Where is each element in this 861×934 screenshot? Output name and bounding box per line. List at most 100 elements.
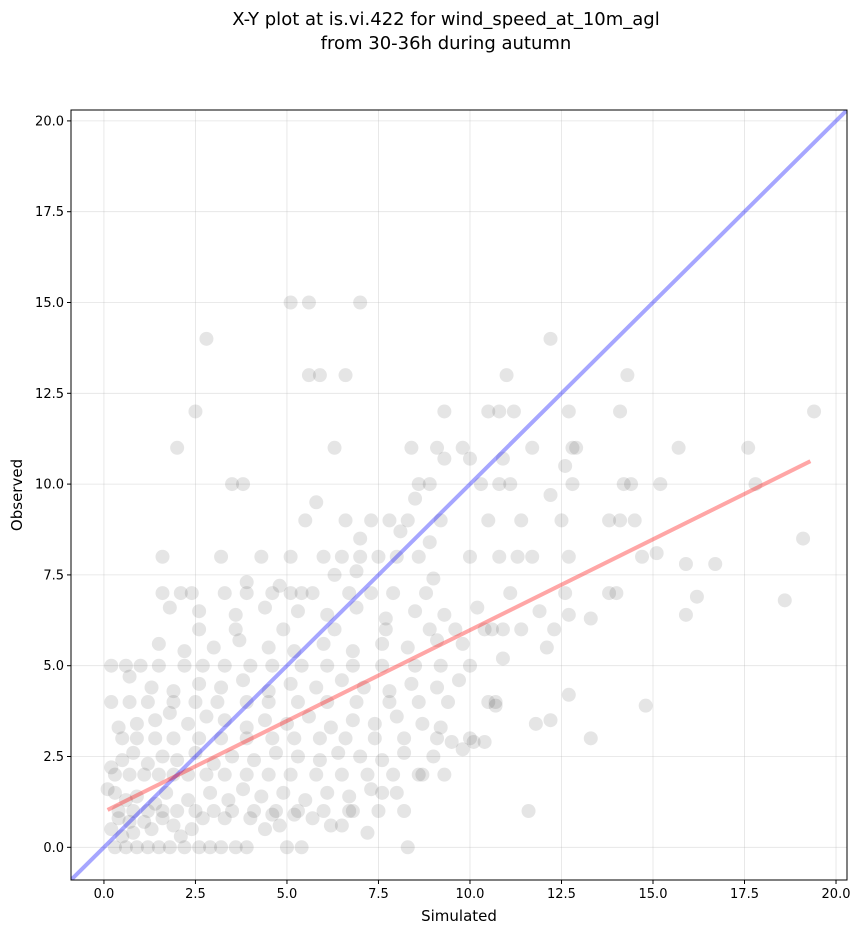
data-point — [261, 640, 276, 655]
data-point — [415, 716, 430, 731]
data-point — [290, 604, 305, 619]
data-point — [514, 513, 529, 528]
data-point — [488, 698, 503, 713]
data-point — [364, 513, 379, 528]
data-point — [261, 695, 276, 710]
data-point — [195, 658, 210, 673]
y-tick-label: 0.0 — [43, 841, 64, 856]
data-point — [192, 604, 207, 619]
data-point — [543, 713, 558, 728]
data-point — [232, 633, 247, 648]
data-point — [133, 658, 148, 673]
data-point — [375, 753, 390, 768]
data-point — [107, 767, 122, 782]
data-point — [404, 676, 419, 691]
data-point — [510, 549, 525, 564]
data-point — [488, 695, 503, 710]
x-axis-label: Simulated — [421, 907, 497, 925]
data-point — [203, 840, 218, 855]
data-point — [126, 825, 141, 840]
data-point — [192, 622, 207, 637]
data-point — [137, 767, 152, 782]
data-point — [199, 331, 214, 346]
data-point — [320, 785, 335, 800]
data-point — [583, 731, 598, 746]
data-point — [503, 586, 518, 601]
data-point — [272, 578, 287, 593]
data-point — [462, 549, 477, 564]
data-point — [115, 753, 130, 768]
data-point — [393, 524, 408, 539]
data-point — [144, 822, 159, 837]
data-point — [543, 331, 558, 346]
data-point — [309, 495, 324, 510]
regression-line — [106, 459, 812, 812]
data-point — [561, 607, 576, 622]
data-point — [316, 636, 331, 651]
data-point — [206, 640, 221, 655]
data-point — [386, 767, 401, 782]
data-point — [430, 680, 445, 695]
data-point — [129, 731, 144, 746]
data-point — [627, 513, 642, 528]
data-point — [312, 753, 327, 768]
data-point — [422, 535, 437, 550]
data-point — [470, 600, 485, 615]
data-point — [433, 658, 448, 673]
data-point — [525, 549, 540, 564]
data-point — [151, 767, 166, 782]
data-point — [426, 749, 441, 764]
data-point — [107, 840, 122, 855]
data-point — [382, 513, 397, 528]
data-point — [635, 549, 650, 564]
data-point — [649, 546, 664, 561]
data-point — [265, 731, 280, 746]
data-point — [360, 825, 375, 840]
data-point — [206, 803, 221, 818]
data-point — [345, 658, 360, 673]
data-point — [188, 404, 203, 419]
data-point — [462, 658, 477, 673]
data-point — [671, 440, 686, 455]
y-tick-label: 5.0 — [43, 659, 64, 674]
data-point — [268, 803, 283, 818]
data-point — [239, 840, 254, 855]
x-tick-label: 20.0 — [822, 887, 851, 902]
data-point — [155, 549, 170, 564]
data-point — [115, 731, 130, 746]
data-point — [320, 607, 335, 622]
data-point — [323, 720, 338, 735]
data-point — [609, 586, 624, 601]
data-point — [294, 840, 309, 855]
data-point — [283, 295, 298, 310]
data-point — [214, 549, 229, 564]
data-point — [104, 658, 119, 673]
data-point — [239, 767, 254, 782]
data-point — [708, 557, 723, 572]
data-point — [561, 404, 576, 419]
data-point — [741, 440, 756, 455]
data-point — [140, 756, 155, 771]
data-point — [151, 636, 166, 651]
data-point — [356, 680, 371, 695]
data-point — [279, 716, 294, 731]
data-point — [389, 709, 404, 724]
data-point — [378, 622, 393, 637]
data-point — [140, 840, 155, 855]
data-points — [100, 295, 822, 855]
y-tick-label: 2.5 — [43, 750, 64, 765]
data-point — [276, 622, 291, 637]
data-point — [514, 622, 529, 637]
x-tick-label: 17.5 — [730, 887, 759, 902]
data-point — [602, 586, 617, 601]
data-point — [528, 716, 543, 731]
data-point — [437, 404, 452, 419]
data-point — [111, 811, 126, 826]
data-point — [561, 687, 576, 702]
data-point — [184, 822, 199, 837]
data-point — [397, 803, 412, 818]
x-axis-ticks: 0.0 2.5 5.0 7.5 10.0 12.5 15.0 17.5 20.0 — [94, 880, 851, 902]
data-point — [408, 604, 423, 619]
data-point — [477, 622, 492, 637]
